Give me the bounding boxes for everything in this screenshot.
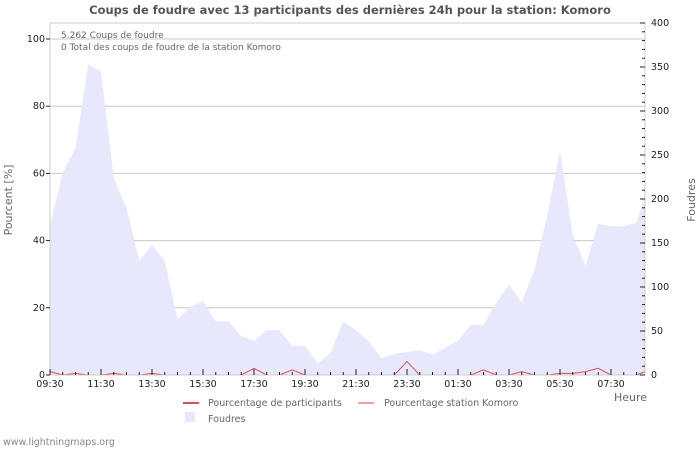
- svg-text:17:30: 17:30: [240, 379, 267, 390]
- chart-title: Coups de foudre avec 13 participants des…: [89, 3, 611, 17]
- svg-text:40: 40: [33, 236, 45, 247]
- legend: Pourcentage de participants Pourcentage …: [183, 398, 518, 425]
- svg-text:07:30: 07:30: [597, 379, 624, 390]
- svg-text:100: 100: [27, 34, 45, 45]
- info-strike-count: 5.262 Coups de foudre: [61, 31, 164, 41]
- axis-labels: 0 20 40 60 80 100 0 50 100 150 200 250 300 350 400 09:3…: [27, 18, 669, 390]
- svg-text:150: 150: [651, 238, 669, 249]
- svg-text:250: 250: [651, 150, 669, 161]
- legend-foudres-swatch: [185, 412, 195, 422]
- svg-text:23:30: 23:30: [393, 379, 420, 390]
- svg-text:11:30: 11:30: [87, 379, 114, 390]
- svg-text:21:30: 21:30: [342, 379, 369, 390]
- footer-credit: www.lightningmaps.org: [3, 437, 115, 448]
- foudres-area: [50, 64, 645, 376]
- y-right-axis-title: Foudres: [685, 178, 698, 222]
- svg-text:100: 100: [651, 282, 669, 293]
- svg-text:300: 300: [651, 106, 669, 117]
- svg-text:13:30: 13:30: [138, 379, 165, 390]
- svg-text:0: 0: [39, 370, 45, 381]
- svg-text:50: 50: [651, 326, 663, 337]
- svg-text:15:30: 15:30: [189, 379, 216, 390]
- svg-text:0: 0: [651, 370, 657, 381]
- svg-text:400: 400: [651, 18, 669, 29]
- legend-participants-label: Pourcentage de participants: [208, 398, 342, 409]
- svg-text:200: 200: [651, 194, 669, 205]
- info-station-total: 0 Total des coups de foudre de la statio…: [61, 43, 281, 53]
- y-left-axis-title: Pourcent [%]: [2, 165, 15, 236]
- legend-station-label: Pourcentage station Komoro: [384, 398, 518, 409]
- legend-foudres-label: Foudres: [208, 414, 246, 425]
- svg-text:01:30: 01:30: [444, 379, 471, 390]
- svg-text:80: 80: [33, 101, 45, 112]
- svg-text:05:30: 05:30: [546, 379, 573, 390]
- axis-ticks: [46, 22, 645, 376]
- x-axis-title: Heure: [614, 391, 647, 404]
- svg-text:20: 20: [33, 303, 45, 314]
- svg-text:350: 350: [651, 62, 669, 73]
- svg-text:03:30: 03:30: [495, 379, 522, 390]
- svg-text:19:30: 19:30: [291, 379, 318, 390]
- svg-text:09:30: 09:30: [36, 379, 63, 390]
- svg-text:60: 60: [33, 168, 45, 179]
